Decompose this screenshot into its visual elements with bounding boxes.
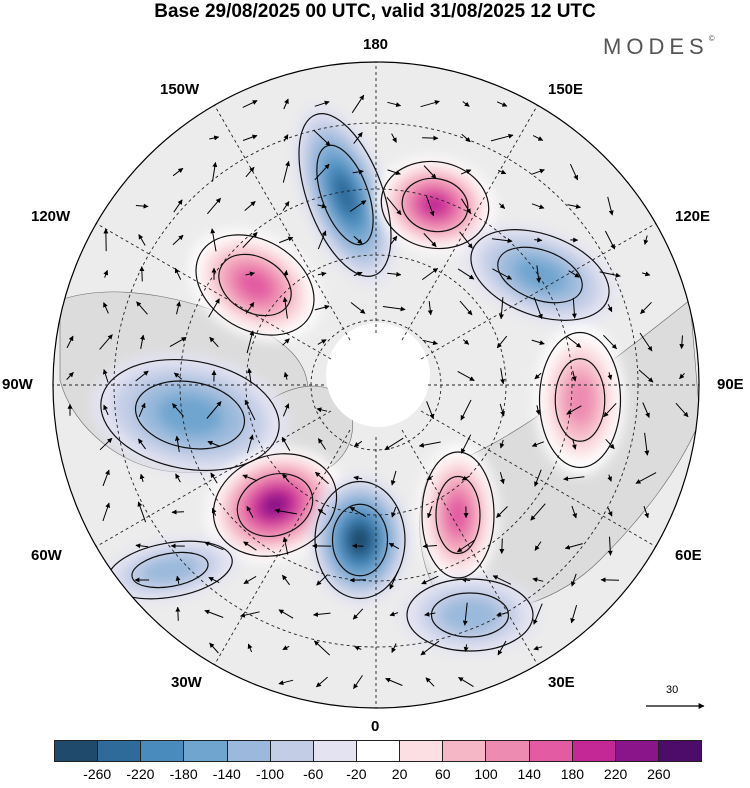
colorbar-swatch (486, 741, 529, 761)
colorbar-tick-label: -260 (83, 766, 111, 782)
anomaly-negative-europe (440, 598, 500, 632)
lon-label-150e: 150E (548, 82, 583, 98)
colorbar-tick-label: 260 (647, 766, 670, 782)
colorbar-swatch (616, 741, 659, 761)
map-disk (53, 62, 700, 708)
lon-label-30w: 30W (171, 675, 202, 691)
colorbar-swatch (271, 741, 314, 761)
colorbar-tick-label: 140 (518, 766, 541, 782)
colorbar-swatch (659, 741, 701, 761)
colorbar-swatch (314, 741, 357, 761)
colorbar-swatch (400, 741, 443, 761)
wind-arrow (172, 512, 184, 513)
colorbar-swatch (530, 741, 573, 761)
lon-label-60w: 60W (31, 548, 62, 564)
lon-label-90w: 90W (2, 377, 33, 393)
colorbar-swatch (573, 741, 616, 761)
wind-scale-label: 30 (666, 684, 678, 696)
polar-cap (326, 323, 430, 427)
lon-label-0: 0 (371, 719, 379, 735)
colorbar-tick-label: 20 (392, 766, 408, 782)
anomaly-negative-greenland-east (350, 527, 370, 553)
wind-arrow (350, 580, 366, 581)
colorbar-ticks: -260 -220 -180 -140 -100 -60 -20 20 60 100 140 180 2… (54, 766, 702, 783)
lon-label-180: 180 (363, 37, 388, 53)
wind-arrow (422, 138, 438, 139)
lon-label-90e: 90E (717, 377, 744, 393)
lon-label-60e: 60E (675, 548, 702, 564)
wind-arrow (178, 607, 179, 621)
colorbar-swatch (357, 741, 400, 761)
colorbar (54, 740, 702, 762)
wind-arrow (502, 539, 503, 554)
colorbar-swatch (228, 741, 271, 761)
colorbar-tick-label: 100 (474, 766, 497, 782)
colorbar-tick-label: -60 (303, 766, 323, 782)
wind-arrow (142, 267, 143, 282)
colorbar-tick-label: 60 (435, 766, 451, 782)
colorbar-tick-label: 180 (561, 766, 584, 782)
colorbar-swatch (98, 741, 141, 761)
colorbar-swatch (443, 741, 486, 761)
colorbar-swatch (184, 741, 227, 761)
colorbar-swatch (141, 741, 184, 761)
colorbar-tick-label: 220 (604, 766, 627, 782)
lon-label-120e: 120E (675, 209, 710, 225)
lon-label-30e: 30E (548, 675, 575, 691)
colorbar-tick-label: -100 (256, 766, 284, 782)
colorbar-tick-label: -220 (126, 766, 154, 782)
colorbar-tick-label: -20 (346, 766, 366, 782)
lon-label-120w: 120W (31, 209, 70, 225)
colorbar-tick-label: -180 (170, 766, 198, 782)
colorbar-swatch (55, 741, 98, 761)
lon-label-150w: 150W (160, 82, 199, 98)
colorbar-tick-label: -140 (213, 766, 241, 782)
